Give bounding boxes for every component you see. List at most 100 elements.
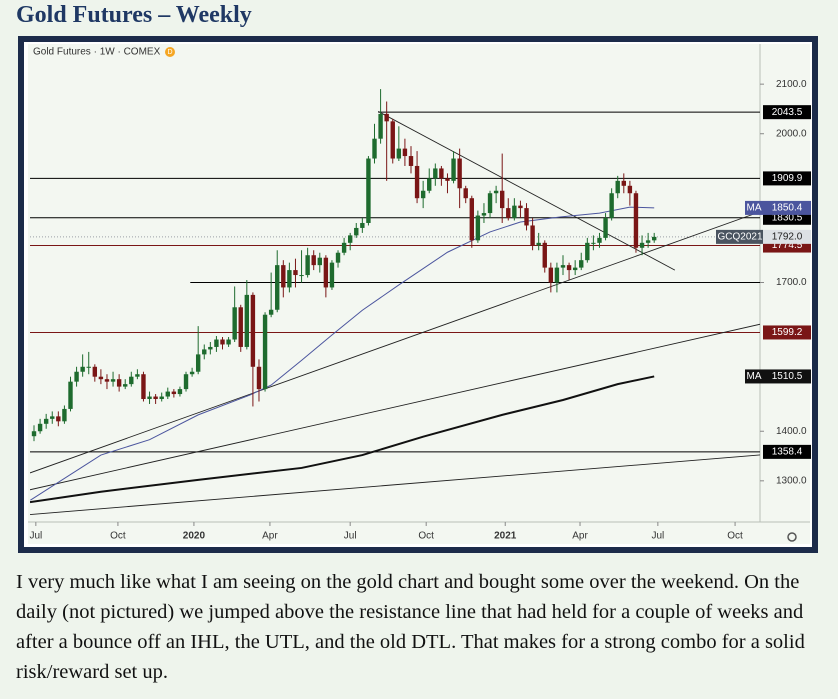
candle-body <box>439 168 444 179</box>
candle-body <box>202 349 207 355</box>
candle-body <box>603 218 608 238</box>
trendline <box>377 111 676 271</box>
candle-body <box>451 158 456 181</box>
candle-body <box>639 242 645 248</box>
ma-tag-name: MA <box>747 203 762 214</box>
candle-body <box>585 242 590 261</box>
candle-body <box>68 381 73 409</box>
candle-body <box>183 374 189 390</box>
candle-body <box>566 265 572 271</box>
candle-body <box>341 242 347 253</box>
candle-body <box>208 346 213 350</box>
level-tag-label: 1599.2 <box>772 327 803 338</box>
candle-body <box>481 213 487 216</box>
candle-body <box>275 265 280 310</box>
chart-background <box>28 44 810 544</box>
candle-body <box>609 193 614 219</box>
trendline <box>30 323 760 491</box>
last-price-label: 1792.0 <box>772 232 803 243</box>
last-price-tag <box>763 229 811 244</box>
x-tick-label: 2021 <box>494 531 517 542</box>
ma-tag <box>763 200 811 215</box>
candle-body <box>244 294 250 347</box>
candle-body <box>433 168 438 179</box>
candle-body <box>220 339 225 345</box>
candle-body <box>104 379 110 382</box>
x-tick-label: Oct <box>110 531 126 542</box>
plot-area <box>30 89 760 515</box>
candle-body <box>171 391 177 395</box>
candle-body <box>86 366 91 368</box>
candle-body <box>396 148 402 159</box>
candle-body <box>530 225 535 246</box>
ma-tag-label: 1850.4 <box>772 203 803 214</box>
level-tag <box>763 444 811 459</box>
candle-body <box>347 235 353 243</box>
candle-body <box>141 374 146 400</box>
candle-body <box>372 138 377 159</box>
candle-body <box>214 339 219 347</box>
candle-body <box>62 408 67 422</box>
badge-text: D <box>167 49 172 56</box>
candle-body <box>195 354 201 372</box>
candle-body <box>80 366 85 372</box>
candle-body <box>536 242 541 246</box>
y-tick-label: 2100.0 <box>776 79 807 90</box>
ma-tag-label: 1510.5 <box>772 371 803 382</box>
candle-body <box>560 265 566 268</box>
candle-body <box>627 185 633 194</box>
commentary: I very much like what I am seeing on the… <box>16 571 805 683</box>
candle-body <box>652 236 657 241</box>
level-tag <box>763 171 811 186</box>
candle-body <box>360 222 365 228</box>
x-tick-label: 2020 <box>183 531 206 542</box>
trendline <box>30 454 760 515</box>
candle-body <box>335 252 341 263</box>
y-tick-label: 2000.0 <box>776 128 807 139</box>
candle-body <box>31 431 37 437</box>
last-price-name-box <box>716 229 763 244</box>
chart: Gold Futures · 1W · COMEX D 2100.0 2000.0… <box>18 36 818 553</box>
candle-body <box>499 190 505 209</box>
candle-body <box>110 379 116 382</box>
candle-body <box>390 121 395 159</box>
candle-body <box>402 148 408 157</box>
candle-body <box>56 416 61 422</box>
candle-body <box>579 260 584 268</box>
candle-body <box>232 307 237 340</box>
candle-body <box>238 307 243 347</box>
x-tick-label: Oct <box>418 531 434 542</box>
settings-icon[interactable] <box>787 532 797 542</box>
candle-body <box>487 193 493 214</box>
candle-body <box>116 379 122 387</box>
ma-tag <box>763 369 811 384</box>
candle-body <box>37 423 43 432</box>
candle-body <box>299 275 304 277</box>
level-tag-label: 1909.9 <box>772 173 803 184</box>
x-tick-label: Apr <box>572 531 588 542</box>
candle-body <box>408 156 414 166</box>
candle-body <box>50 416 55 419</box>
ma-tag-name-box <box>745 200 763 215</box>
candle-body <box>548 267 554 283</box>
candle-body <box>311 255 316 266</box>
candle-body <box>92 366 98 377</box>
level-tag <box>763 105 811 120</box>
candle-body <box>591 242 596 244</box>
candle-body <box>542 242 547 268</box>
candle-body <box>293 270 298 276</box>
candle-body <box>165 391 170 397</box>
candle-body <box>129 376 134 385</box>
x-tick-label: Oct <box>727 531 743 542</box>
candle-body <box>615 180 620 194</box>
candle-body <box>518 205 523 209</box>
ma-tag-name-box <box>745 369 763 384</box>
candle-body <box>177 389 183 395</box>
level-tag-label: 1774.5 <box>772 240 803 251</box>
candle-body <box>74 371 79 382</box>
x-tick-label: Jul <box>344 531 357 542</box>
candle-body <box>512 205 517 219</box>
candle-body <box>159 396 164 400</box>
candle-body <box>475 215 481 241</box>
level-tag-label: 1358.4 <box>772 447 803 458</box>
